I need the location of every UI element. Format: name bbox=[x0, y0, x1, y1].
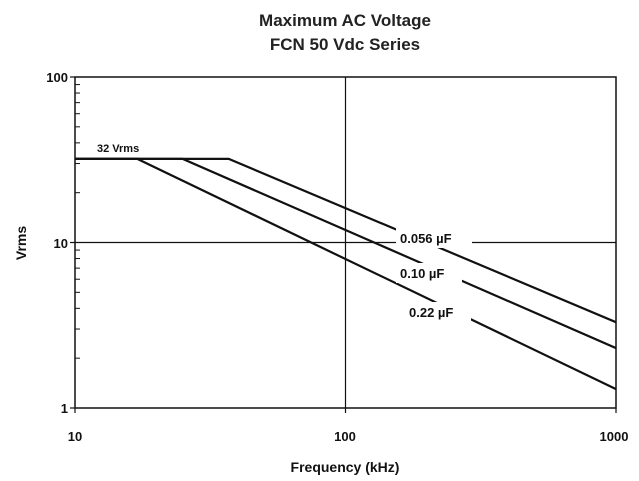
y-tick-label-10: 10 bbox=[54, 236, 68, 251]
plot-frame bbox=[74, 76, 617, 409]
x-tick-label-10: 10 bbox=[68, 429, 82, 444]
series-label-bg-010uf bbox=[396, 263, 462, 283]
series-label-bg-022uf bbox=[405, 302, 471, 322]
y-axis-title: Vrms bbox=[13, 226, 29, 260]
annotation-32vrms: 32 Vrms bbox=[97, 143, 139, 155]
chart-subtitle: FCN 50 Vdc Series bbox=[270, 35, 420, 54]
y-tick-label-100: 100 bbox=[46, 70, 68, 85]
x-tick-label-100: 100 bbox=[334, 429, 356, 444]
x-axis-title: Frequency (kHz) bbox=[291, 459, 400, 475]
series-label-0056uf: 0.056 µF bbox=[400, 231, 452, 246]
gridlines bbox=[75, 77, 616, 408]
x-tick-label-1000: 1000 bbox=[600, 429, 629, 444]
series-label-022uf: 0.22 µF bbox=[409, 305, 453, 320]
series-label-010uf: 0.10 µF bbox=[400, 266, 444, 281]
minor-ticks bbox=[70, 76, 617, 413]
y-tick-label-1: 1 bbox=[61, 401, 68, 416]
series-label-bg-0056uf bbox=[396, 228, 472, 248]
chart-title: Maximum AC Voltage bbox=[259, 11, 431, 30]
